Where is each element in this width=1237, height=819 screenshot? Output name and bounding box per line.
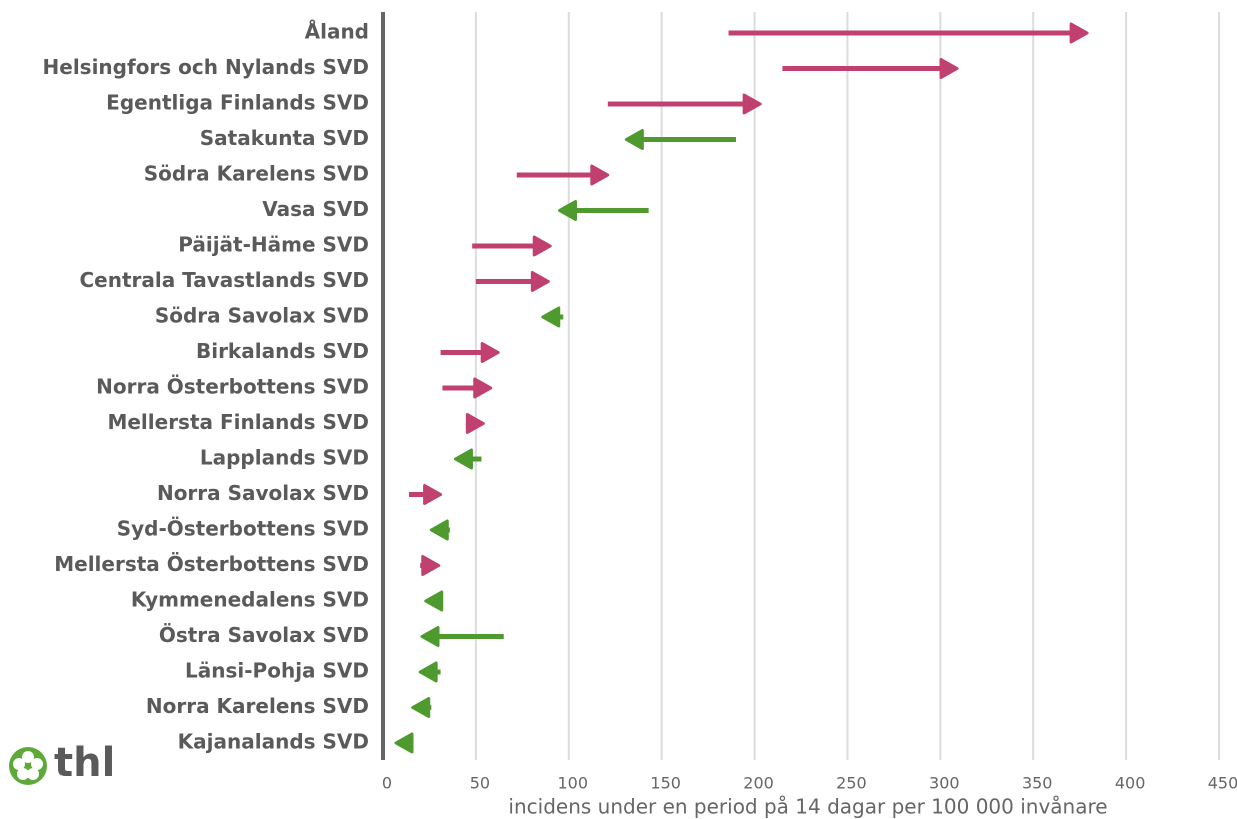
arrow-head — [423, 484, 443, 505]
arrow-head — [624, 129, 644, 150]
arrow-head — [590, 164, 610, 186]
category-label: Egentliga Finlands SVD — [106, 91, 369, 115]
arrow-head — [465, 413, 485, 434]
logo-petal — [13, 758, 25, 770]
x-tick-label: 250 — [836, 774, 867, 793]
arrow-head — [411, 697, 431, 718]
x-axis-label: incidens under en period på 14 dagar per… — [508, 795, 1107, 819]
arrow — [465, 413, 485, 434]
arrow — [409, 484, 443, 505]
category-label: Norra Österbottens SVD — [96, 375, 369, 399]
arrow-head — [394, 732, 414, 754]
arrow-head — [742, 93, 762, 115]
arrow — [516, 164, 610, 186]
x-tick-label: 300 — [929, 774, 960, 793]
arrow — [424, 590, 444, 612]
category-label: Norra Savolax SVD — [157, 481, 369, 505]
category-label: Åland — [305, 20, 369, 44]
x-tick-label: 100 — [558, 774, 589, 793]
arrow-head — [429, 519, 449, 541]
category-label: Helsingfors och Nylands SVD — [43, 55, 369, 79]
arrow-head — [424, 590, 444, 612]
arrow — [557, 200, 649, 221]
x-tick-label: 350 — [1022, 774, 1053, 793]
arrow-head — [480, 342, 500, 363]
arrow — [453, 448, 482, 470]
arrow — [420, 555, 441, 576]
arrow-head — [420, 626, 440, 647]
logo-petal — [22, 751, 34, 763]
category-label: Birkalands SVD — [196, 339, 369, 363]
arrow-head — [532, 235, 552, 257]
arrow-head — [453, 448, 473, 470]
arrow — [624, 129, 736, 150]
arrow-head — [418, 661, 438, 683]
category-label: Lapplands SVD — [200, 446, 369, 470]
category-label: Kajanalands SVD — [178, 730, 369, 754]
category-label: Mellersta Österbottens SVD — [54, 552, 369, 576]
category-label: Södra Karelens SVD — [144, 162, 369, 186]
logo-petal — [17, 768, 29, 780]
category-label: Satakunta SVD — [200, 126, 369, 150]
x-tick-label: 200 — [743, 774, 774, 793]
x-tick-label: 450 — [1208, 774, 1237, 793]
arrow — [420, 626, 504, 647]
category-label: Södra Savolax SVD — [155, 304, 369, 328]
category-label: Centrala Tavastlands SVD — [79, 268, 369, 292]
category-label: Vasa SVD — [262, 197, 369, 221]
arrow — [728, 22, 1089, 44]
arrow-head — [541, 306, 561, 328]
logo-text: thl — [54, 740, 115, 786]
logo-petal — [31, 758, 43, 770]
arrow — [429, 519, 450, 541]
arrow-head — [473, 377, 493, 399]
x-tick-label: 400 — [1115, 774, 1146, 793]
arrow — [541, 306, 564, 328]
logo: thl — [9, 740, 115, 786]
category-label: Päijät-Häme SVD — [178, 233, 369, 257]
arrow-head — [1069, 22, 1089, 44]
arrow — [782, 58, 959, 79]
arrow — [418, 661, 441, 683]
arrow — [472, 235, 552, 257]
arrow-head — [421, 555, 441, 576]
x-tick-label: 50 — [470, 774, 490, 793]
category-label: Länsi-Pohja SVD — [185, 659, 369, 683]
x-tick-label: 150 — [650, 774, 681, 793]
category-label: Östra Savolax SVD — [159, 623, 369, 647]
arrow-head — [530, 271, 550, 292]
category-label: Norra Karelens SVD — [146, 694, 369, 718]
category-label: Syd-Österbottens SVD — [117, 517, 369, 541]
arrow — [440, 342, 500, 363]
arrow — [475, 271, 550, 292]
arrow-head — [557, 200, 577, 221]
x-tick-label: 0 — [382, 774, 392, 793]
category-label: Kymmenedalens SVD — [131, 588, 369, 612]
arrow — [607, 93, 762, 115]
arrow — [411, 697, 432, 718]
arrow-head — [939, 58, 959, 79]
arrow — [442, 377, 493, 399]
arrow — [394, 732, 414, 754]
category-label: Mellersta Finlands SVD — [107, 410, 369, 434]
logo-petal — [27, 768, 39, 780]
